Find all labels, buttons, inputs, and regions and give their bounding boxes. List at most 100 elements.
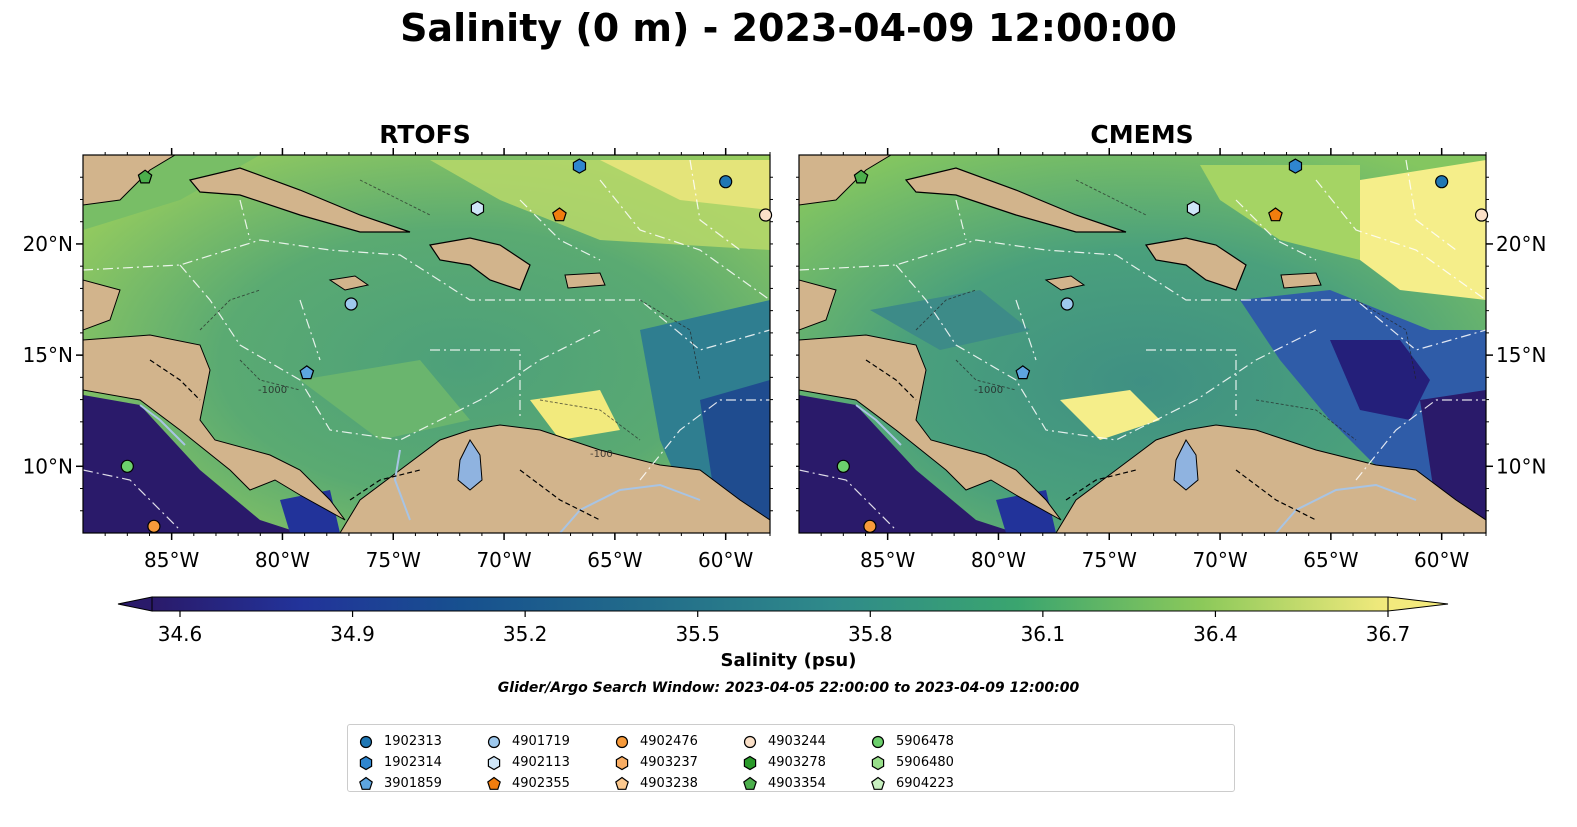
salinity-patch (1360, 160, 1486, 300)
float-legend: 1902313 1902314 3901859 4901719 4902113 49023… (347, 724, 1235, 792)
colorbar-tick-label: 34.9 (330, 622, 375, 646)
legend-marker-4903354 (743, 776, 757, 790)
legend-item: 4903278 (742, 752, 826, 773)
legend-marker-icon (743, 755, 757, 770)
float-marker-4902355 (1268, 207, 1283, 222)
float-marker-4903244 (758, 208, 773, 222)
country-border (865, 359, 1317, 521)
colorbar-tick-label: 35.5 (675, 622, 720, 646)
bathymetry-contours (199, 179, 701, 441)
legend-label: 4902476 (640, 734, 698, 749)
land-central-america (799, 279, 837, 331)
legend-marker-icon (615, 735, 629, 748)
legend-item: 6904223 (870, 773, 954, 794)
legend-marker-icon (743, 735, 757, 748)
lon-tick-label: 65°W (587, 548, 642, 572)
legend-item: 4903238 (614, 773, 698, 794)
legend-marker-4903237 (615, 755, 629, 770)
legend-item: 3901859 (358, 773, 442, 794)
land-yucatan (83, 155, 176, 206)
legend-marker-icon (487, 735, 501, 748)
legend-marker-icon (359, 776, 373, 790)
bathymetry-contours (915, 179, 1417, 441)
float-marker-3901859 (1015, 365, 1031, 380)
colorbar-tick-label: 36.7 (1366, 622, 1411, 646)
land-south-america (339, 424, 770, 533)
salinity-patch (870, 290, 1030, 350)
legend-item: 5906478 (870, 731, 954, 752)
float-marker-4903244 (1474, 208, 1489, 222)
lat-tick-label: 20°N (23, 232, 73, 256)
lon-tick-label: 75°W (366, 548, 421, 572)
legend-item: 4902113 (486, 752, 570, 773)
float-markers-layer (120, 158, 1489, 533)
river (855, 404, 902, 446)
legend-marker-4902476 (615, 735, 629, 748)
legend-marker-icon (359, 735, 373, 748)
float-marker-1902313 (1435, 175, 1449, 189)
lat-tick-label: 10°N (1496, 454, 1546, 478)
float-marker-5906478 (836, 459, 850, 473)
land-puerto-rico (564, 272, 606, 289)
float-marker-4901719 (344, 297, 358, 311)
legend-label: 3901859 (384, 776, 442, 791)
legend-label: 4902355 (512, 776, 570, 791)
float-marker-4903354 (853, 169, 869, 184)
river (393, 449, 411, 521)
legend-label: 1902313 (384, 734, 442, 749)
float-marker-4903354 (137, 169, 153, 184)
legend-column: 5906478 5906480 6904223 (870, 731, 954, 794)
lon-tick-label: 85°W (860, 548, 915, 572)
legend-item: 4901719 (486, 731, 570, 752)
legend-marker-icon (487, 776, 501, 790)
float-marker-3901859 (299, 365, 315, 380)
contour-label: -1000 (974, 385, 1003, 396)
legend-marker-icon (487, 755, 501, 770)
lon-tick-label: 65°W (1303, 548, 1358, 572)
land-south-america (1055, 424, 1486, 533)
legend-marker-5906480 (871, 755, 885, 770)
lon-tick-label: 70°W (1192, 548, 1247, 572)
legend-label: 4903238 (640, 776, 698, 791)
float-marker-5906478 (120, 459, 134, 473)
float-marker-1902314 (1288, 158, 1303, 174)
legend-label: 5906478 (896, 734, 954, 749)
pacific-low-salinity (799, 395, 1016, 533)
land-hispaniola (428, 237, 531, 291)
colorbar-ticks: 34.6 34.9 35.2 35.5 35.8 36.1 36.4 36.7 (158, 611, 1411, 646)
legend-item: 5906480 (870, 752, 954, 773)
legend-item: 4902476 (614, 731, 698, 752)
legend-marker-1902313 (359, 735, 373, 748)
legend-marker-icon (615, 776, 629, 790)
legend-marker-3901859 (359, 776, 373, 790)
figure-title: Salinity (0 m) - 2023-04-09 12:00:00 (400, 6, 1177, 50)
legend-label: 6904223 (896, 776, 954, 791)
legend-column: 4901719 4902113 4902355 (486, 731, 570, 794)
legend-label: 1902314 (384, 755, 442, 770)
float-marker-1902314 (572, 158, 587, 174)
lat-tick-label: 10°N (23, 454, 73, 478)
legend-marker-icon (871, 755, 885, 770)
float-marker-4902113 (470, 200, 485, 217)
legend-marker-4901719 (487, 735, 501, 748)
land-yucatan (799, 155, 892, 206)
panel-title-rtofs: RTOFS (379, 120, 471, 149)
search-window-note: Glider/Argo Search Window: 2023-04-05 22… (497, 680, 1080, 696)
lat-tick-label: 15°N (1496, 343, 1546, 367)
legend-marker-6904223 (871, 776, 885, 790)
lon-tick-label: 80°W (971, 548, 1026, 572)
legend-column: 1902313 1902314 3901859 (358, 731, 442, 794)
legend-marker-5906478 (871, 735, 885, 748)
land-central-america (83, 279, 121, 331)
salinity-patch (600, 160, 770, 210)
lon-tick-label: 75°W (1082, 548, 1137, 572)
lake-maracaibo (457, 439, 483, 491)
legend-column: 4903244 4903278 4903354 (742, 731, 826, 794)
lon-tick-label: 85°W (144, 548, 199, 572)
land-hispaniola (1144, 237, 1247, 291)
float-marker-4902476 (863, 519, 877, 533)
salinity-patch (1240, 290, 1486, 533)
lat-tick-label: 20°N (1496, 232, 1546, 256)
legend-marker-icon (615, 755, 629, 770)
